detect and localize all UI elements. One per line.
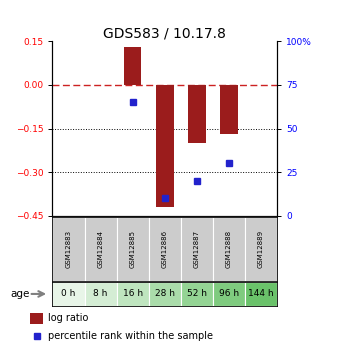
Text: 96 h: 96 h — [219, 289, 239, 298]
Bar — [220, 85, 238, 134]
Bar — [245, 217, 277, 281]
Text: log ratio: log ratio — [48, 313, 88, 323]
Text: GSM12883: GSM12883 — [66, 230, 71, 268]
Text: 16 h: 16 h — [123, 289, 143, 298]
Text: GSM12887: GSM12887 — [194, 230, 200, 268]
Bar — [181, 282, 213, 306]
Text: GSM12884: GSM12884 — [98, 230, 103, 268]
Text: 0 h: 0 h — [61, 289, 76, 298]
Bar — [52, 282, 84, 306]
Bar — [124, 47, 142, 85]
Bar — [52, 217, 84, 281]
Bar — [30, 313, 43, 324]
Bar — [156, 85, 174, 207]
Bar — [213, 217, 245, 281]
Text: percentile rank within the sample: percentile rank within the sample — [48, 331, 213, 341]
Bar — [84, 282, 117, 306]
Text: 52 h: 52 h — [187, 289, 207, 298]
Text: age: age — [10, 289, 29, 299]
Text: GSM12885: GSM12885 — [130, 230, 136, 268]
Text: 8 h: 8 h — [93, 289, 108, 298]
Text: GSM12888: GSM12888 — [226, 230, 232, 268]
Text: 144 h: 144 h — [248, 289, 274, 298]
Bar — [149, 282, 181, 306]
Text: GSM12886: GSM12886 — [162, 230, 168, 268]
Bar — [117, 282, 149, 306]
Bar — [245, 282, 277, 306]
Text: 28 h: 28 h — [155, 289, 175, 298]
Bar — [188, 85, 206, 143]
Bar — [84, 217, 117, 281]
Bar — [117, 217, 149, 281]
Title: GDS583 / 10.17.8: GDS583 / 10.17.8 — [103, 26, 226, 40]
Bar — [181, 217, 213, 281]
Bar — [149, 217, 181, 281]
Text: GSM12889: GSM12889 — [258, 230, 264, 268]
Bar — [213, 282, 245, 306]
